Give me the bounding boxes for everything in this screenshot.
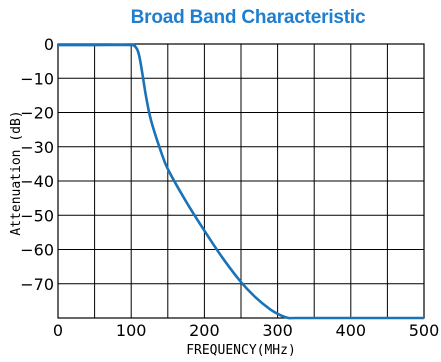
- series-line: [57, 43, 424, 320]
- y-axis-label: Attenuation (dB): [9, 110, 24, 235]
- x-axis-label: FREQUENCY(MHz): [186, 343, 296, 358]
- x-tick-labels: 0 100 200 300 400 500: [53, 321, 439, 340]
- x-tick-label: 200: [189, 321, 220, 340]
- y-tick-label: −50: [20, 206, 54, 225]
- plot-frame: [57, 43, 425, 319]
- series-layer: [57, 43, 424, 320]
- x-tick-label: 400: [336, 321, 367, 340]
- y-tick-labels: 0 −10 −20 −30 −40 −50 −60 −70: [20, 35, 54, 294]
- y-tick-label: −30: [20, 138, 54, 157]
- x-tick-label: 0: [53, 321, 63, 340]
- x-tick-label: 300: [262, 321, 293, 340]
- y-tick-label: 0: [44, 35, 54, 54]
- y-tick-label: −40: [20, 172, 54, 191]
- y-tick-label: −70: [20, 275, 54, 294]
- y-tick-label: −10: [20, 69, 54, 88]
- plot-border: [57, 43, 425, 319]
- x-tick-label: 500: [409, 321, 440, 340]
- x-tick-label: 100: [116, 321, 147, 340]
- y-tick-label: −20: [20, 104, 54, 123]
- y-tick-label: −60: [20, 241, 54, 260]
- grid: [58, 44, 424, 318]
- chart-title: Broad Band Characteristic: [130, 7, 366, 28]
